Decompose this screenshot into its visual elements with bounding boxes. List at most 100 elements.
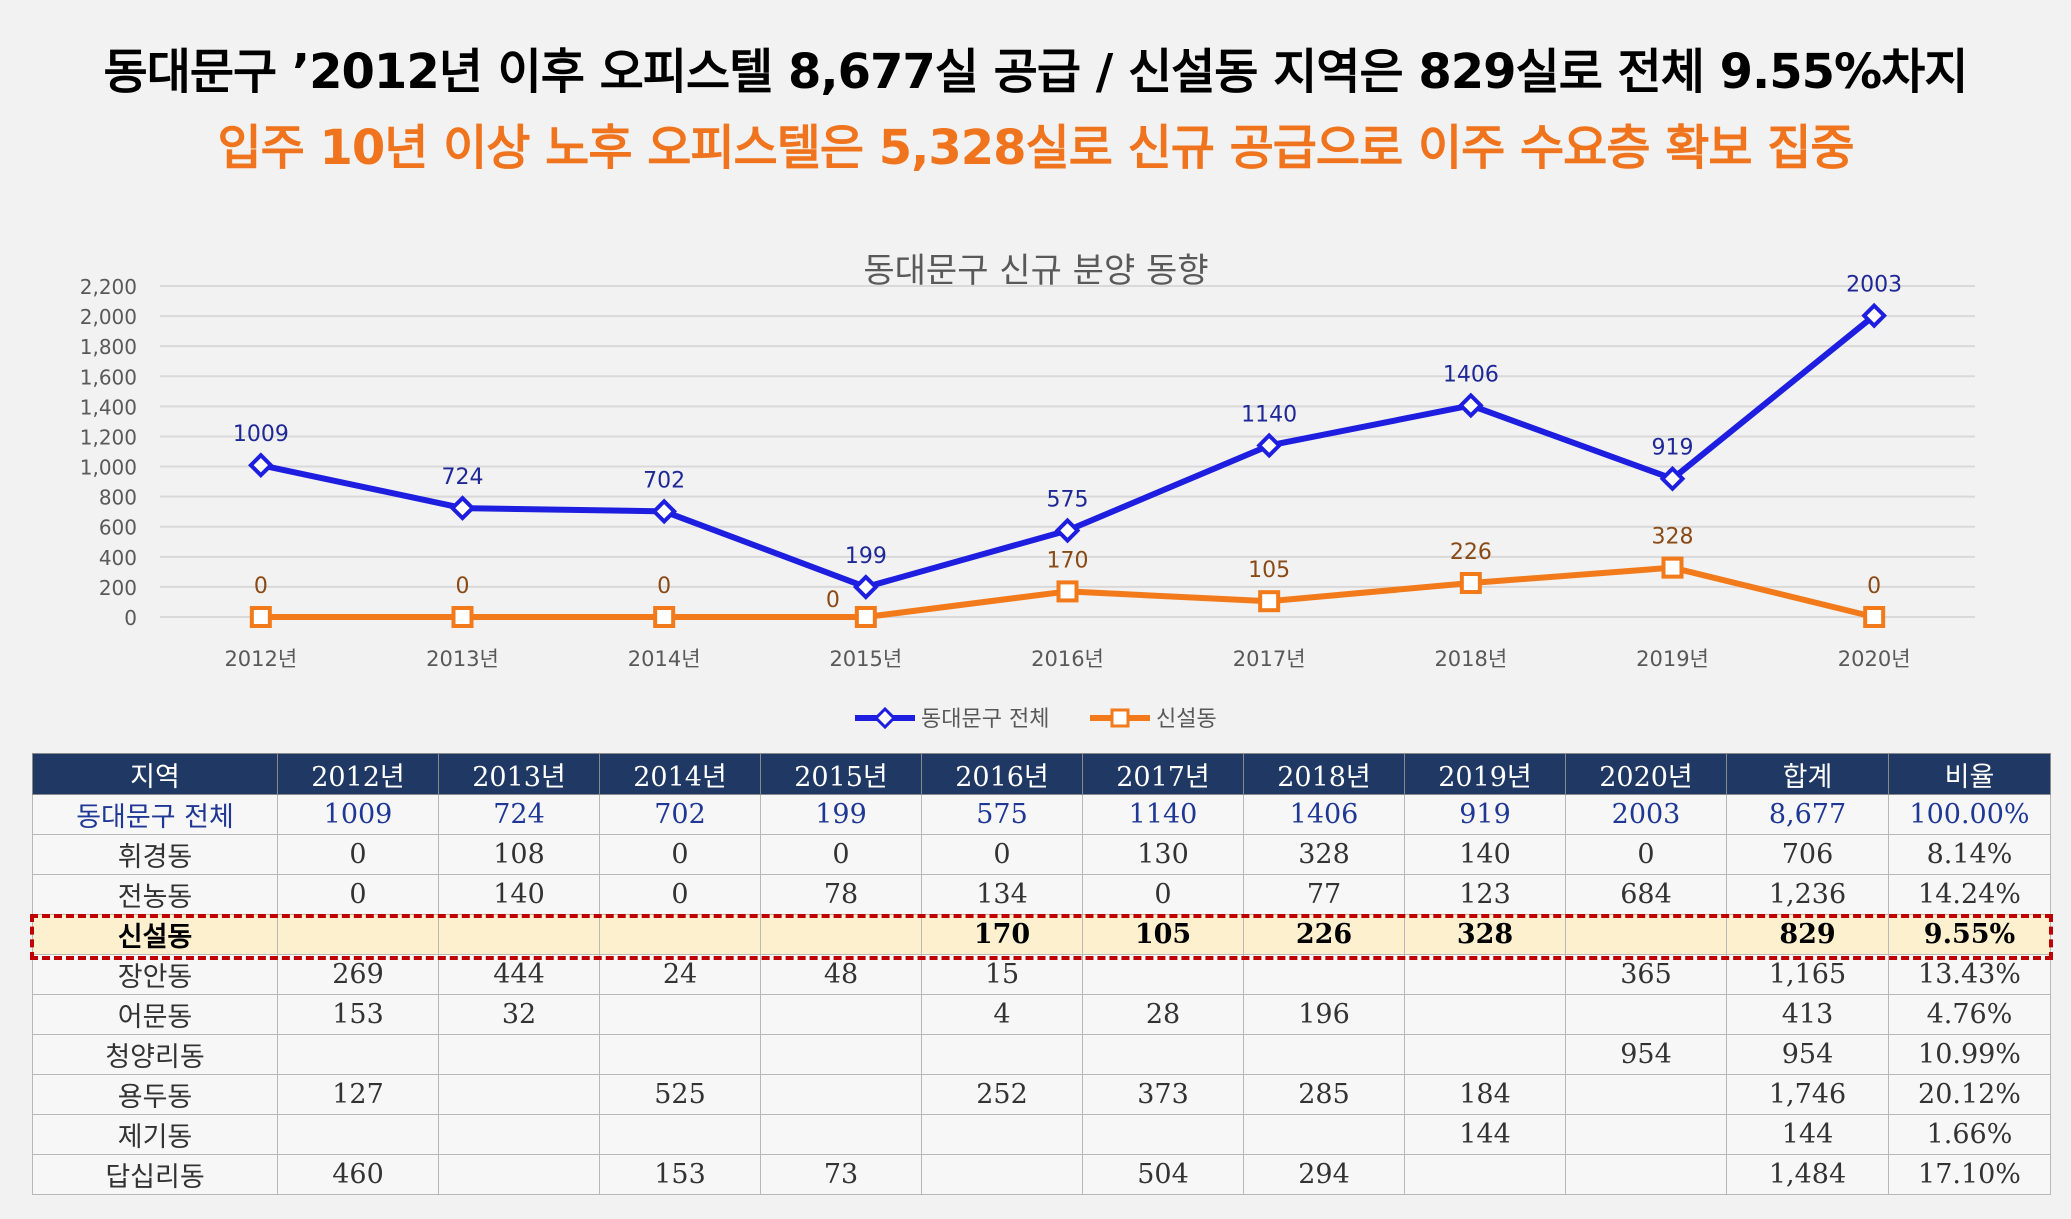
table-cell	[1243, 1114, 1405, 1155]
table-header-cell: 2013년	[438, 753, 600, 795]
region-cell: 제기동	[32, 1114, 278, 1155]
table-row: 제기동 144 144 1.66%	[32, 1114, 2051, 1155]
series2-point	[854, 606, 877, 628]
series2-point	[1863, 606, 1886, 628]
table-cell	[438, 1154, 600, 1195]
table-header-row: 지역 2012년 2013년 2014년 2015년 2016년 2017년 2018년 201…	[32, 753, 2051, 795]
y-tick-label: 2,000	[80, 305, 137, 329]
table-cell: 1,746	[1726, 1074, 1889, 1115]
table-cell	[277, 914, 439, 955]
table-row: 답십리동 460 153 73 504 294 1,484 17.10%	[32, 1154, 2051, 1195]
x-axis-ticks: 2012년 2013년 2014년 2015년 2016년 2017년 2018년 2019년…	[224, 647, 1910, 671]
series1-point	[449, 495, 476, 521]
x-tick-label: 2014년	[628, 647, 701, 671]
series1-point	[1458, 392, 1484, 419]
table-cell: 1.66%	[1888, 1114, 2051, 1155]
table-cell: 127	[277, 1074, 439, 1115]
table-cell: 575	[921, 794, 1083, 835]
data-label: 724	[442, 465, 484, 490]
region-cell: 동대문구 전체	[32, 794, 278, 835]
series2-point	[249, 606, 272, 628]
table-cell	[1082, 954, 1244, 995]
y-tick-label: 0	[124, 606, 137, 630]
table-cell	[1404, 1154, 1566, 1195]
table-cell: 196	[1243, 994, 1405, 1035]
data-label: 0	[456, 574, 470, 599]
series2-point	[451, 606, 474, 628]
table-cell: 504	[1082, 1154, 1244, 1195]
table-cell: 4	[921, 994, 1083, 1035]
region-cell: 전농동	[32, 874, 278, 915]
table-cell: 0	[1082, 874, 1244, 915]
table-cell	[1243, 1034, 1405, 1075]
table-row: 동대문구 전체 1009 724 702 199 575 1140 1406 919 2003 8,…	[32, 794, 2051, 835]
legend-marker-1	[873, 706, 897, 730]
table-cell: 17.10%	[1888, 1154, 2051, 1195]
series2-point	[1661, 556, 1684, 579]
table-cell: 13.43%	[1888, 954, 2051, 995]
table-cell: 2003	[1565, 794, 1727, 835]
table-cell	[1404, 954, 1566, 995]
y-tick-label: 1,600	[80, 365, 137, 389]
chart-legend: 동대문구 전체 신설동	[855, 706, 1217, 732]
table-cell	[277, 1114, 439, 1155]
series2-point	[1056, 580, 1079, 603]
series1-point	[248, 452, 274, 479]
table-cell: 77	[1243, 874, 1405, 915]
table-cell: 1140	[1082, 794, 1244, 835]
table-cell: 140	[438, 874, 600, 915]
series2-point	[1258, 590, 1281, 613]
table-row: 청양리동 954 954 10.99%	[32, 1034, 2051, 1075]
table-header-cell: 비율	[1888, 753, 2051, 795]
table-cell	[438, 1114, 600, 1155]
table-cell	[1565, 914, 1727, 955]
data-label: 105	[1248, 558, 1290, 583]
y-tick-label: 600	[99, 516, 137, 540]
y-tick-label: 200	[99, 576, 137, 600]
table-cell: 170	[921, 914, 1083, 955]
table-row: 신설동 170 105 226 328 829 9.55%	[32, 914, 2051, 955]
series1-point	[1054, 517, 1081, 544]
table-cell: 0	[277, 834, 439, 875]
x-tick-label: 2012년	[224, 647, 297, 671]
table-header-cell: 2018년	[1243, 753, 1405, 795]
headline-1: 동대문구 ’2012년 이후 오피스텔 8,677실 공급 / 신설동 지역은 …	[103, 44, 1969, 100]
table-cell: 15	[921, 954, 1083, 995]
table-cell	[1082, 1034, 1244, 1075]
table-cell: 373	[1082, 1074, 1244, 1115]
table-header-cell: 2014년	[599, 753, 761, 795]
table-cell: 226	[1243, 914, 1405, 955]
series1-point	[1659, 465, 1686, 492]
table-cell	[438, 1074, 600, 1115]
table-cell: 1009	[277, 794, 439, 835]
data-label: 1140	[1241, 402, 1297, 427]
table-cell: 4.76%	[1888, 994, 2051, 1035]
table-cell	[760, 1114, 922, 1155]
chart-title: 동대문구 신규 분양 동향	[863, 251, 1208, 291]
region-cell: 신설동	[32, 914, 278, 955]
data-label: 919	[1652, 436, 1694, 461]
table-cell: 73	[760, 1154, 922, 1195]
region-cell: 어문동	[32, 994, 278, 1035]
table-cell: 460	[277, 1154, 439, 1195]
x-tick-label: 2013년	[426, 647, 499, 671]
supply-table: 지역 2012년 2013년 2014년 2015년 2016년 2017년 2018년 201…	[32, 753, 2051, 1195]
table-cell: 0	[599, 834, 761, 875]
table-cell	[1565, 1074, 1727, 1115]
data-label: 328	[1652, 525, 1694, 550]
table-cell: 8,677	[1726, 794, 1889, 835]
table-cell: 8.14%	[1888, 834, 2051, 875]
series1-point	[1861, 302, 1887, 329]
table-cell	[438, 1034, 600, 1075]
y-tick-label: 1,800	[80, 335, 137, 359]
table-cell: 525	[599, 1074, 761, 1115]
line-chart: 0 200 400 600 800 1,000 1,200 1,400 1,600 1,800 2,…	[80, 251, 1975, 732]
table-cell: 14.24%	[1888, 874, 2051, 915]
table-row: 용두동 127 525 252 373 285 184 1,746 20.12%	[32, 1074, 2051, 1115]
data-label: 702	[643, 468, 685, 493]
y-tick-label: 1,200	[80, 425, 137, 449]
data-labels: 1009 724 702 199 575 1140 1406 919 2003 0 0 0 0 170 10…	[233, 273, 1902, 613]
table-cell	[760, 914, 922, 955]
table-header-cell: 2012년	[277, 753, 439, 795]
table-cell	[599, 1034, 761, 1075]
